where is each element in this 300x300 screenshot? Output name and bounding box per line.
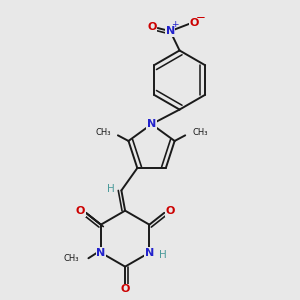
Text: H: H bbox=[158, 250, 166, 260]
Text: +: + bbox=[171, 20, 179, 29]
Text: CH₃: CH₃ bbox=[64, 254, 79, 263]
Text: N: N bbox=[96, 248, 106, 258]
Text: N: N bbox=[166, 26, 175, 36]
Text: O: O bbox=[190, 18, 199, 28]
Text: CH₃: CH₃ bbox=[95, 128, 111, 137]
Text: −: − bbox=[196, 11, 205, 24]
Text: N: N bbox=[147, 119, 156, 129]
Text: O: O bbox=[120, 284, 130, 294]
Text: O: O bbox=[148, 22, 157, 32]
Text: O: O bbox=[76, 206, 85, 216]
Text: N: N bbox=[145, 248, 154, 258]
Text: O: O bbox=[165, 206, 175, 216]
Text: CH₃: CH₃ bbox=[192, 128, 208, 137]
Text: H: H bbox=[106, 184, 114, 194]
